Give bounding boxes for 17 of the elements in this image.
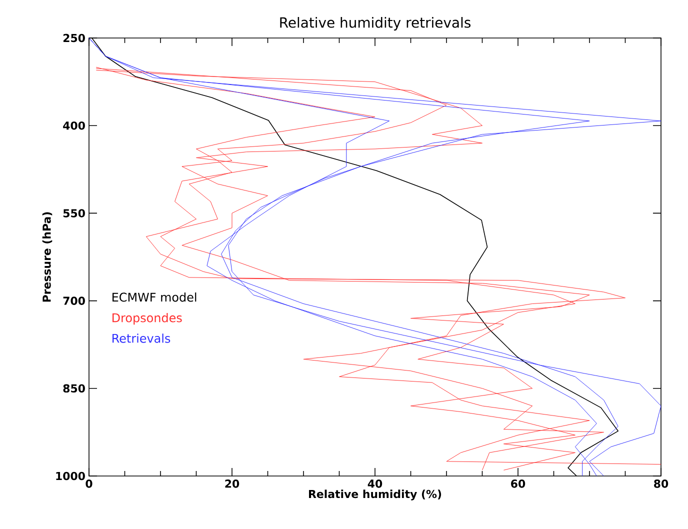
y-axis-title: Pressure (hPa) xyxy=(42,212,52,302)
y-tick-label: 850 xyxy=(63,384,85,393)
x-axis-title: Relative humidity (%) xyxy=(309,490,442,500)
x-tick-label: 60 xyxy=(511,480,526,488)
legend-label: ECMWF model xyxy=(112,292,196,302)
x-tick-label: 20 xyxy=(225,480,240,488)
y-tick-label: 250 xyxy=(63,34,85,42)
chart-title: Relative humidity retrievals xyxy=(280,17,471,31)
x-tick-label: 40 xyxy=(368,480,382,488)
x-tick-label: 80 xyxy=(654,480,668,488)
y-tick-label: 400 xyxy=(63,121,85,130)
x-tick-label: 0 xyxy=(86,480,92,488)
text: Dropsondes xyxy=(112,313,182,325)
y-tick-label: 700 xyxy=(63,296,85,305)
y-tick-label: 1000 xyxy=(56,472,85,480)
y-tick-label: 550 xyxy=(63,209,85,218)
text: Retrievals xyxy=(112,334,170,343)
